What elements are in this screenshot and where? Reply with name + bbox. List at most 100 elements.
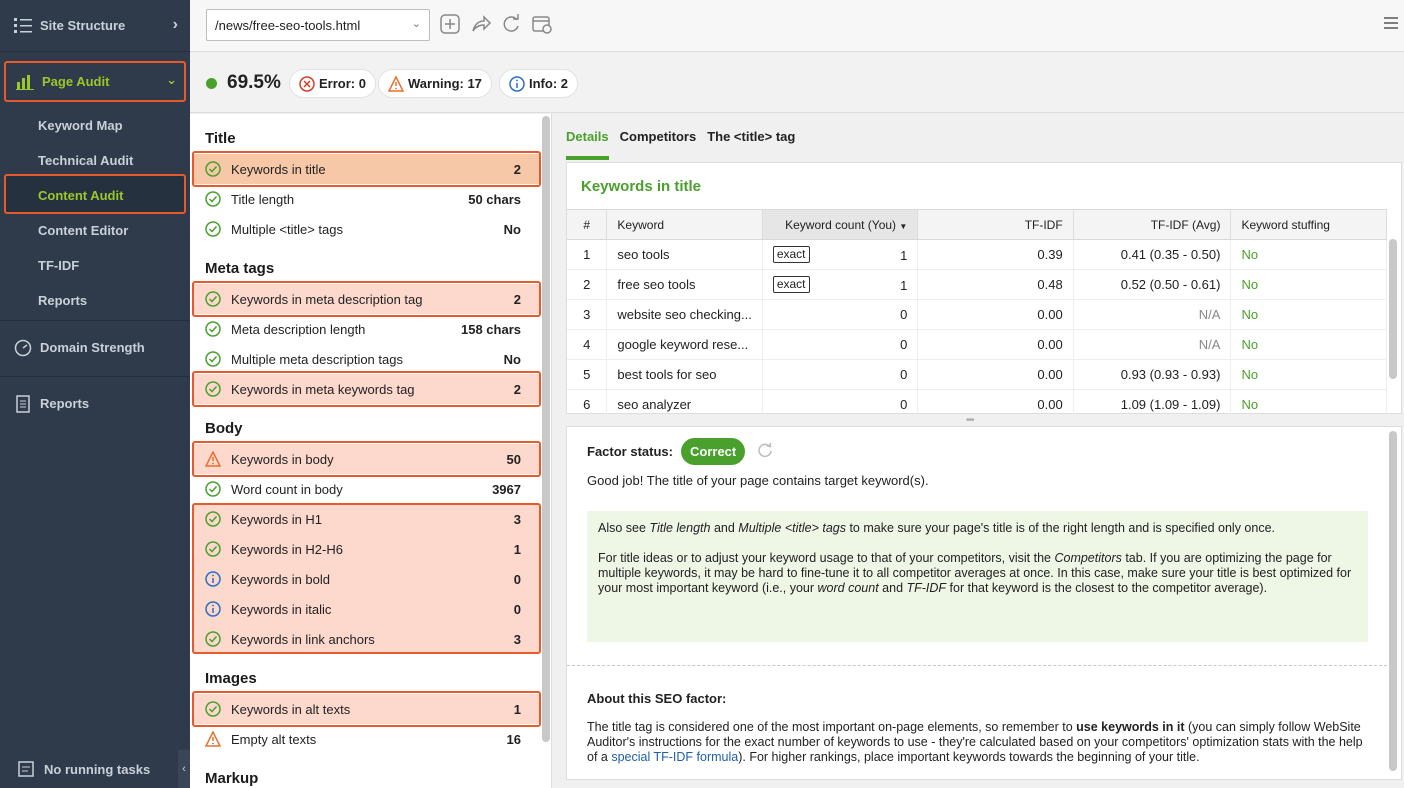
factor-label: Keywords in link anchors [231,631,375,647]
schedule-icon[interactable] [531,13,553,35]
factor-row-keywords-in-meta-description[interactable]: Keywords in meta description tag 2 [193,284,539,314]
tab-competitors[interactable]: Competitors [619,129,697,144]
factor-row-keywords-in-bold[interactable]: Keywords in bold 0 [193,564,539,594]
add-page-icon[interactable] [439,13,461,35]
running-tasks[interactable]: No running tasks [0,750,190,788]
check-circle-icon [205,161,221,177]
cell-index: 6 [567,389,608,420]
factor-status-label: Factor status: [587,444,673,459]
sidebar-item-reports[interactable]: Reports [0,376,190,430]
col-header-sorted[interactable]: Keyword count (You) ▼ [762,209,919,240]
factor-label: Keywords in alt texts [231,701,351,717]
factor-value: 1 [513,541,521,557]
cell-count: exact 1 [762,269,919,300]
keywords-table-scrollbar[interactable] [1389,239,1397,379]
cell-keyword: website seo checking... [606,299,763,330]
text-italic: word count [817,581,879,595]
factor-row-keywords-in-italic[interactable]: Keywords in italic 0 [193,594,539,624]
pane-splitter-handle[interactable]: ••• [966,415,974,426]
cell-index: 4 [567,329,608,360]
sidebar-item-keyword-map[interactable]: Keyword Map [38,118,123,133]
factor-row-meta-description-length[interactable]: Meta description length 158 chars [193,314,539,344]
tab-title-tag[interactable]: The <title> tag [707,129,796,144]
count-value: 1 [900,248,908,263]
url-select[interactable]: /news/free-seo-tools.html ⌄ [206,9,430,41]
cell-index: 1 [567,239,608,270]
section-title: Images [205,670,257,687]
warning-icon [388,75,404,92]
factor-row-title-length[interactable]: Title length 50 chars [193,184,539,214]
chevron-down-icon: ⌄ [166,72,177,87]
factor-value: 2 [513,381,521,397]
col-header[interactable]: TF-IDF (Avg) [1073,209,1232,240]
collapse-sidebar-button[interactable]: ‹ [178,750,190,788]
bar-chart-icon [16,74,34,90]
sidebar-item-content-audit[interactable]: Content Audit [38,188,124,203]
factor-row-keywords-in-title[interactable]: Keywords in title 2 [193,154,539,184]
factor-row-keywords-in-meta-keywords[interactable]: Keywords in meta keywords tag 2 [193,374,539,404]
table-row[interactable]: 1 seo tools exact 1 0.39 0.41 (0.35 - 0.5… [567,239,1387,270]
factor-value: 2 [513,161,521,177]
col-header[interactable]: # [567,209,608,240]
check-circle-icon [205,221,221,237]
share-icon[interactable] [470,13,492,35]
sidebar-item-site-structure[interactable]: Site Structure › [0,0,190,52]
info-count: Info: 2 [529,76,568,91]
cell-count: 0 [762,389,919,420]
section-title: Meta tags [205,260,275,277]
text: tab. If you are optimizing the page for … [598,551,1352,595]
col-header-label: Keyword count (You) [785,217,897,232]
sidebar-item-tf-idf[interactable]: TF-IDF [38,258,80,273]
factor-row-keywords-in-body[interactable]: Keywords in body 50 [193,444,539,474]
table-row[interactable]: 2 free seo tools exact 1 0.48 0.52 (0.50 … [567,269,1387,300]
cell-count: exact 1 [762,239,919,270]
tf-idf-formula-link[interactable]: special TF-IDF formula [611,750,739,764]
text: for that keyword is the closest to the c… [946,581,1268,595]
sidebar-label: Site Structure [40,18,126,33]
col-header[interactable]: Keyword stuffing [1230,209,1387,240]
warning-filter-pill[interactable]: Warning: 17 [378,69,492,98]
factor-row-multiple-title-tags[interactable]: Multiple <title> tags No [193,214,539,244]
cell-stuffing: No [1230,359,1387,390]
url-value: /news/free-seo-tools.html [215,17,361,33]
factor-label: Word count in body [231,481,343,497]
info-filter-pill[interactable]: Info: 2 [499,69,578,98]
info-icon [205,571,221,587]
factor-value: 3 [513,511,521,527]
factor-list-scrollbar[interactable] [542,116,550,742]
cell-tfidf-avg: 0.52 (0.50 - 0.61) [1073,269,1232,300]
detail-scrollbar[interactable] [1389,431,1397,771]
tab-details[interactable]: Details [566,114,609,160]
table-row[interactable]: 4 google keyword rese... 0 0.00 N/A No [567,329,1387,360]
tip-paragraph: Also see Title length and Multiple <titl… [598,521,1357,536]
factor-row-keywords-in-alt-texts[interactable]: Keywords in alt texts 1 [193,694,539,724]
factor-row-empty-alt-texts[interactable]: Empty alt texts 16 [193,724,539,754]
sidebar-item-technical-audit[interactable]: Technical Audit [38,153,134,168]
check-circle-icon [205,541,221,557]
factor-value: No [503,351,521,367]
menu-icon[interactable] [1384,16,1398,30]
sidebar-item-reports-sub[interactable]: Reports [38,293,88,308]
cell-stuffing: No [1230,239,1387,270]
cell-keyword: best tools for seo [606,359,763,390]
refresh-icon[interactable] [500,13,522,35]
factor-row-word-count[interactable]: Word count in body 3967 [193,474,539,504]
col-header[interactable]: Keyword [606,209,763,240]
table-row[interactable]: 3 website seo checking... 0 0.00 N/A No [567,299,1387,330]
recheck-icon[interactable] [757,442,773,458]
factor-row-multiple-meta-description[interactable]: Multiple meta description tags No [193,344,539,374]
sidebar-item-content-editor[interactable]: Content Editor [38,223,129,238]
col-header[interactable]: TF-IDF [917,209,1074,240]
sidebar-item-page-audit[interactable]: Page Audit ⌄ [4,61,186,102]
factor-row-keywords-in-link-anchors[interactable]: Keywords in link anchors 3 [193,624,539,654]
keywords-panel: Keywords in title # Keyword Keyword coun… [566,162,1402,420]
table-row[interactable]: 6 seo analyzer 0 0.00 1.09 (1.09 - 1.09)… [567,389,1387,420]
factor-label: Meta description length [231,321,366,337]
factor-row-keywords-in-h2-h6[interactable]: Keywords in H2-H6 1 [193,534,539,564]
sidebar-item-domain-strength[interactable]: Domain Strength [0,320,190,374]
keywords-table: # Keyword Keyword count (You) ▼ TF-IDF T… [567,209,1387,420]
text: (you can simply follow WebSite Auditor's… [587,720,1363,764]
table-row[interactable]: 5 best tools for seo 0 0.00 0.93 (0.93 -… [567,359,1387,390]
factor-row-keywords-in-h1[interactable]: Keywords in H1 3 [193,504,539,534]
error-filter-pill[interactable]: Error: 0 [289,69,376,98]
